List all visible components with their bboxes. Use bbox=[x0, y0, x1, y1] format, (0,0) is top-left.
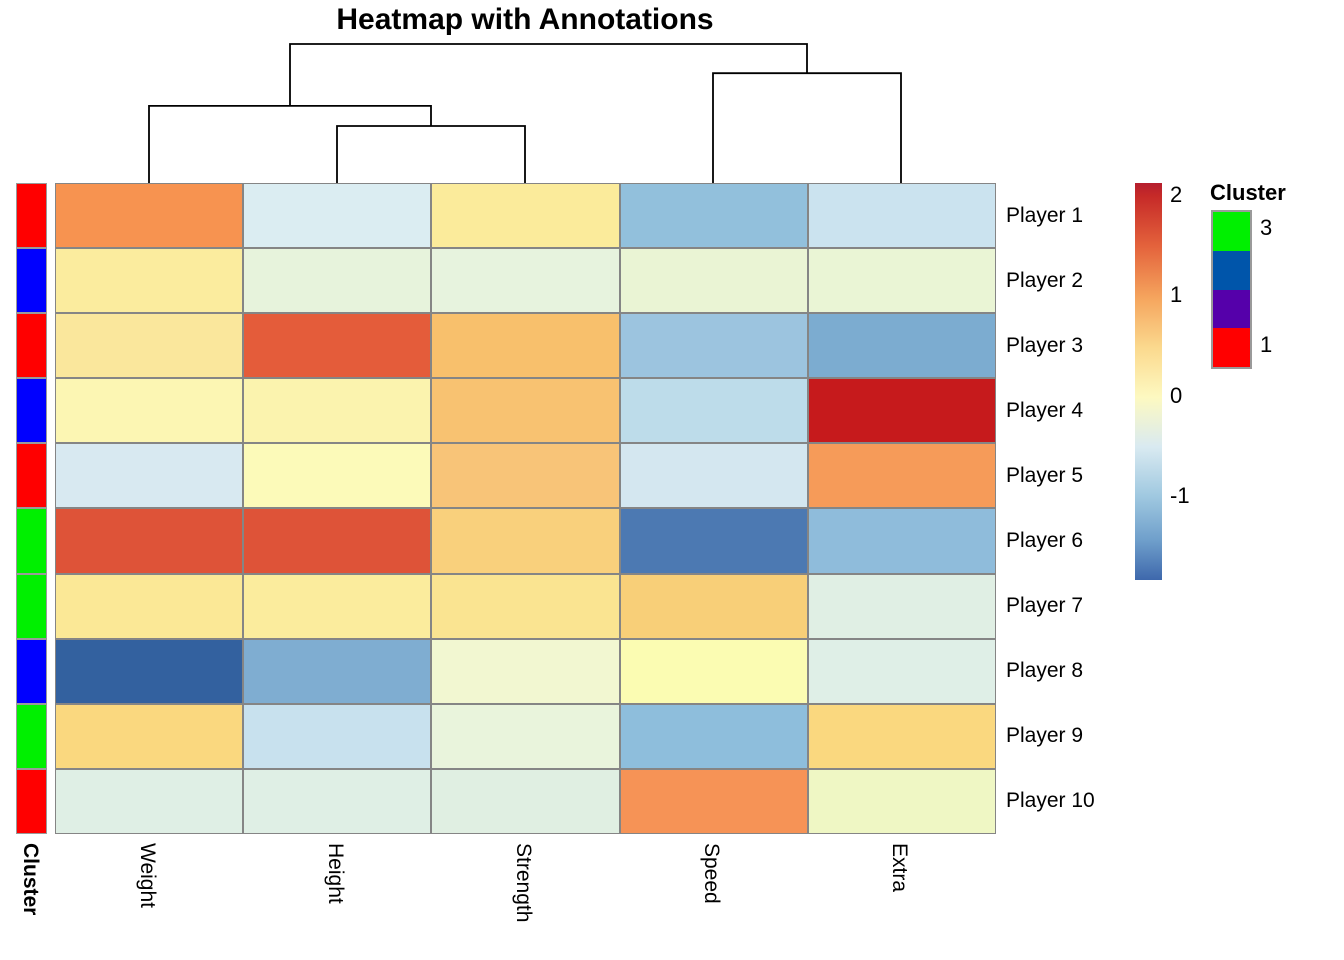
heatmap-cell-10-height bbox=[243, 768, 432, 834]
heatmap-cell-9-weight bbox=[55, 703, 244, 769]
legend-title: Cluster bbox=[1210, 180, 1286, 205]
heatmap-cell-9-speed bbox=[619, 703, 808, 769]
heatmap-cell-6-height bbox=[243, 508, 432, 574]
annotation-cell-row-1 bbox=[16, 183, 47, 249]
heatmap-cell-1-height bbox=[243, 183, 432, 249]
column-label-speed: Speed bbox=[700, 843, 723, 904]
heatmap-cell-4-strength bbox=[431, 378, 620, 444]
annotation-cell-row-2 bbox=[16, 248, 47, 314]
row-label-1: Player 1 bbox=[1006, 203, 1084, 227]
legend-swatches bbox=[1211, 210, 1252, 369]
heatmap-cell-9-strength bbox=[431, 703, 620, 769]
heatmap-cell-5-extra bbox=[807, 443, 996, 509]
colorbar-tick-1: 1 bbox=[1170, 282, 1183, 308]
dendrogram-lines bbox=[148, 43, 902, 183]
legend-swatch-mid2 bbox=[1213, 289, 1250, 329]
heatmap-cell-7-extra bbox=[807, 573, 996, 639]
heatmap-cell-5-weight bbox=[55, 443, 244, 509]
heatmap-cell-2-extra bbox=[807, 248, 996, 314]
row-label-10: Player 10 bbox=[1006, 788, 1095, 812]
heatmap-cell-5-speed bbox=[619, 443, 808, 509]
legend-label-3: 3 bbox=[1260, 215, 1273, 241]
colorbar-tick-0: 0 bbox=[1170, 382, 1183, 408]
heatmap-cell-2-weight bbox=[55, 248, 244, 314]
row-label-8: Player 8 bbox=[1006, 658, 1084, 682]
heatmap-cell-4-extra bbox=[807, 378, 996, 444]
heatmap-cell-3-speed bbox=[619, 313, 808, 379]
heatmap-cell-2-height bbox=[243, 248, 432, 314]
heatmap-cell-1-weight bbox=[55, 183, 244, 249]
heatmap-cell-6-weight bbox=[55, 508, 244, 574]
heatmap-cell-10-weight bbox=[55, 768, 244, 834]
heatmap-cell-9-extra bbox=[807, 703, 996, 769]
heatmap-cell-9-height bbox=[243, 703, 432, 769]
row-label-4: Player 4 bbox=[1006, 398, 1084, 422]
heatmap-cell-8-weight bbox=[55, 638, 244, 704]
heatmap-cell-7-speed bbox=[619, 573, 808, 639]
heatmap-cell-8-strength bbox=[431, 638, 620, 704]
heatmap-cell-8-height bbox=[243, 638, 432, 704]
heatmap-cell-7-strength bbox=[431, 573, 620, 639]
heatmap-cell-5-height bbox=[243, 443, 432, 509]
row-annotation-strip bbox=[16, 183, 47, 834]
column-label-strength: Strength bbox=[512, 843, 535, 923]
legend-swatch-mid1 bbox=[1213, 250, 1250, 290]
heatmap-cell-4-speed bbox=[619, 378, 808, 444]
chart-title: Heatmap with Annotations bbox=[336, 3, 714, 36]
heatmap-cell-6-extra bbox=[807, 508, 996, 574]
heatmap-cell-8-speed bbox=[619, 638, 808, 704]
heatmap-cell-2-strength bbox=[431, 248, 620, 314]
column-label-extra: Extra bbox=[888, 843, 911, 893]
annotation-cell-row-6 bbox=[16, 508, 47, 574]
annotation-cell-row-10 bbox=[16, 768, 47, 834]
heatmap-cell-1-speed bbox=[619, 183, 808, 249]
legend-swatch-1 bbox=[1213, 328, 1250, 367]
heatmap-cell-6-strength bbox=[431, 508, 620, 574]
heatmap-grid bbox=[55, 183, 996, 834]
annotation-cell-row-7 bbox=[16, 573, 47, 639]
heatmap-cell-6-speed bbox=[619, 508, 808, 574]
heatmap-cell-5-strength bbox=[431, 443, 620, 509]
colorbar-tick-2: 2 bbox=[1170, 182, 1183, 208]
colorbar-gradient bbox=[1135, 183, 1162, 580]
row-label-9: Player 9 bbox=[1006, 723, 1084, 747]
heatmap-cell-7-weight bbox=[55, 573, 244, 639]
colorbar-tick--1: -1 bbox=[1170, 482, 1190, 508]
heatmap-cell-3-strength bbox=[431, 313, 620, 379]
heatmap-cell-10-extra bbox=[807, 768, 996, 834]
annotation-cell-row-4 bbox=[16, 378, 47, 444]
annotation-axis-label: Cluster bbox=[19, 843, 42, 916]
column-dendrogram bbox=[148, 43, 902, 183]
heatmap-cell-3-extra bbox=[807, 313, 996, 379]
column-label-weight: Weight bbox=[136, 843, 159, 908]
heatmap-cell-8-extra bbox=[807, 638, 996, 704]
row-label-3: Player 3 bbox=[1006, 333, 1084, 357]
annotation-cell-row-5 bbox=[16, 443, 47, 509]
legend-label-1: 1 bbox=[1260, 331, 1273, 357]
row-label-6: Player 6 bbox=[1006, 528, 1084, 552]
row-label-7: Player 7 bbox=[1006, 593, 1084, 617]
row-label-2: Player 2 bbox=[1006, 268, 1084, 292]
heatmap-cell-1-strength bbox=[431, 183, 620, 249]
heatmap-cell-4-height bbox=[243, 378, 432, 444]
row-label-5: Player 5 bbox=[1006, 463, 1084, 487]
heatmap-cell-7-height bbox=[243, 573, 432, 639]
column-label-height: Height bbox=[324, 843, 347, 904]
heatmap-cell-3-height bbox=[243, 313, 432, 379]
heatmap-cell-3-weight bbox=[55, 313, 244, 379]
heatmap-cell-10-speed bbox=[619, 768, 808, 834]
heatmap-cell-4-weight bbox=[55, 378, 244, 444]
annotation-cell-row-8 bbox=[16, 638, 47, 704]
heatmap-cell-1-extra bbox=[807, 183, 996, 249]
legend-swatch-3 bbox=[1213, 212, 1250, 251]
heatmap-cell-10-strength bbox=[431, 768, 620, 834]
annotation-cell-row-9 bbox=[16, 703, 47, 769]
heatmap-cell-2-speed bbox=[619, 248, 808, 314]
annotation-cell-row-3 bbox=[16, 313, 47, 379]
